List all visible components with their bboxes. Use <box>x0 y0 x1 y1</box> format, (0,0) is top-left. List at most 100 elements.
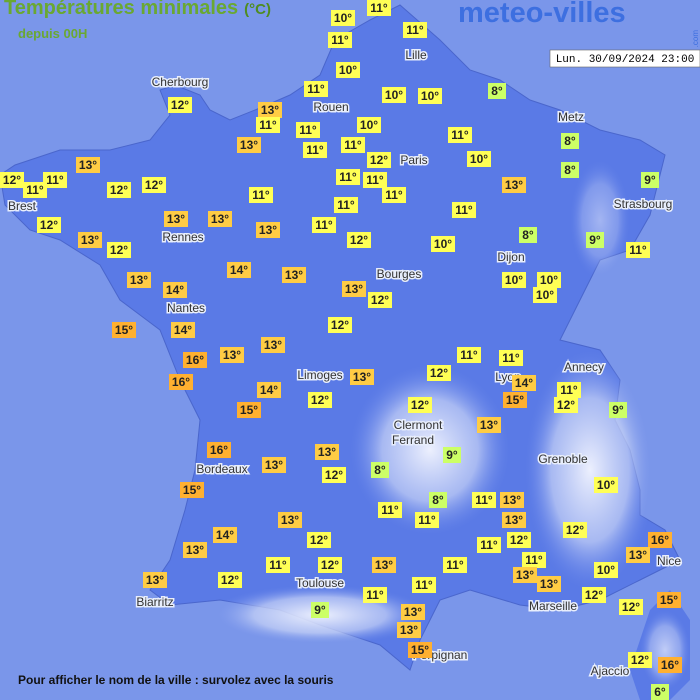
temperature-box <box>296 122 320 138</box>
temperature-box <box>503 392 527 408</box>
temperature-text: 11° <box>299 123 317 137</box>
temperature-box <box>408 397 432 413</box>
temperature-label: 8° <box>429 492 447 508</box>
temperature-box <box>382 187 406 203</box>
temperature-text: 16° <box>172 375 190 389</box>
temperature-box <box>218 572 242 588</box>
temperature-box <box>619 599 643 615</box>
temperature-text: 13° <box>186 543 204 557</box>
temperature-label: 14° <box>171 322 195 338</box>
temperature-label: 10° <box>331 10 355 26</box>
city-name: Clermont <box>394 418 443 432</box>
temperature-box <box>315 444 339 460</box>
temperature-text: 12° <box>350 233 368 247</box>
temperature-label: 12° <box>619 599 643 615</box>
temperature-label: 11° <box>363 172 387 188</box>
temperature-label: 11° <box>363 587 387 603</box>
temperature-text: 12° <box>566 523 584 537</box>
temperature-text: 12° <box>510 533 528 547</box>
temperature-box <box>502 177 526 193</box>
city-name: Nantes <box>167 301 205 315</box>
temperature-text: 12° <box>370 153 388 167</box>
temperature-label: 10° <box>594 477 618 493</box>
temperature-text: 14° <box>260 383 278 397</box>
temperature-box <box>331 10 355 26</box>
temperature-label: 13° <box>315 444 339 460</box>
temperature-label: 13° <box>258 102 282 118</box>
temperature-box <box>266 557 290 573</box>
temperature-box <box>328 32 352 48</box>
temperature-text: 12° <box>171 98 189 112</box>
temperature-box <box>554 397 578 413</box>
temperature-label: 11° <box>403 22 427 38</box>
temperature-label: 12° <box>318 557 342 573</box>
temperature-text: 13° <box>146 573 164 587</box>
temperature-label: 11° <box>448 127 472 143</box>
temperature-label: 10° <box>382 87 406 103</box>
temperature-label: 12° <box>218 572 242 588</box>
temperature-text: 11° <box>525 553 543 567</box>
temperature-label: 11° <box>43 172 67 188</box>
temperature-box <box>237 402 261 418</box>
vosges <box>570 160 630 280</box>
temperature-label: 10° <box>357 117 381 133</box>
temperature-box <box>522 552 546 568</box>
temperature-box <box>563 522 587 538</box>
temperature-box <box>641 172 659 188</box>
city-name: Ajaccio <box>591 664 630 678</box>
temperature-box <box>171 322 195 338</box>
temperature-label: 11° <box>472 492 496 508</box>
corsica-relief <box>640 610 690 690</box>
temperature-text: 14° <box>515 376 533 390</box>
temperature-label: 12° <box>168 97 192 113</box>
temperature-box <box>163 282 187 298</box>
city-name: Metz <box>558 110 584 124</box>
temperature-label: 12° <box>367 152 391 168</box>
temperature-box <box>561 133 579 149</box>
temperature-box <box>308 392 332 408</box>
temperature-box <box>78 232 102 248</box>
temperature-text: 12° <box>585 588 603 602</box>
temperature-label: 13° <box>127 272 151 288</box>
temperature-box <box>363 172 387 188</box>
temperature-text: 12° <box>430 366 448 380</box>
temperature-label: 10° <box>431 236 455 252</box>
city-name: Brest <box>8 199 37 213</box>
temperature-box <box>657 592 681 608</box>
temperature-text: 8° <box>564 163 576 177</box>
temperature-label: 16° <box>658 657 682 673</box>
temperature-text: 13° <box>505 178 523 192</box>
temperature-text: 13° <box>480 418 498 432</box>
temperature-text: 11° <box>415 578 433 592</box>
temperature-box <box>322 467 346 483</box>
temperature-text: 10° <box>385 88 403 102</box>
temperature-label: 11° <box>522 552 546 568</box>
temperature-text: 8° <box>522 228 534 242</box>
temperature-label: 11° <box>457 347 481 363</box>
temperature-box <box>23 182 47 198</box>
city-name: Dijon <box>497 250 524 264</box>
temperature-box <box>208 211 232 227</box>
temperature-label: 12° <box>322 467 346 483</box>
temperature-box <box>312 217 336 233</box>
temperature-box <box>262 457 286 473</box>
temperature-label: 11° <box>382 187 406 203</box>
temperature-label: 12° <box>0 172 24 188</box>
temperature-label: 13° <box>282 267 306 283</box>
temperature-box <box>443 447 461 463</box>
temperature-box <box>502 272 526 288</box>
temperature-text: 13° <box>353 370 371 384</box>
temperature-text: 10° <box>360 118 378 132</box>
temperature-label: 13° <box>513 567 537 583</box>
temperature-text: 11° <box>381 503 399 517</box>
temperature-box <box>626 242 650 258</box>
city-name: Nice <box>657 554 681 568</box>
temperature-box <box>488 83 506 99</box>
temperature-box <box>609 402 627 418</box>
temperature-box <box>371 462 389 478</box>
temperature-label: 13° <box>401 604 425 620</box>
temperature-label: 11° <box>443 557 467 573</box>
temperature-text: 12° <box>310 533 328 547</box>
temperature-label: 11° <box>367 0 391 16</box>
temperature-text: 10° <box>597 478 615 492</box>
